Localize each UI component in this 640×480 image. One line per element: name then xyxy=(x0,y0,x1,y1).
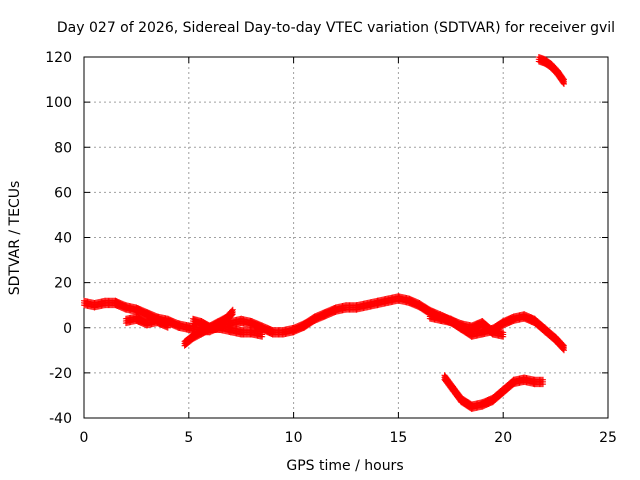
y-tick-label: 100 xyxy=(45,95,72,111)
x-tick-label: 25 xyxy=(599,430,617,446)
series-track-high xyxy=(535,54,567,88)
x-tick-label: 5 xyxy=(184,430,193,446)
x-tick-label: 15 xyxy=(389,430,407,446)
data-point xyxy=(229,311,236,318)
data-point xyxy=(560,81,567,88)
y-tick-label: 20 xyxy=(54,276,72,292)
chart-title: Day 027 of 2026, Sidereal Day-to-day VTE… xyxy=(57,20,615,36)
data-point xyxy=(229,312,236,319)
data-point xyxy=(500,333,507,340)
x-tick-label: 0 xyxy=(80,430,89,446)
data-point xyxy=(560,80,567,87)
grid xyxy=(84,57,608,418)
data-point xyxy=(540,381,547,388)
y-tick-label: 40 xyxy=(54,231,72,247)
data-point xyxy=(560,347,567,354)
y-tick-label: 80 xyxy=(54,140,72,156)
x-tick-label: 10 xyxy=(285,430,303,446)
series-track-main-mid xyxy=(175,293,423,338)
series-track-late-b xyxy=(426,311,507,340)
data-point xyxy=(164,324,171,331)
y-tick-label: 0 xyxy=(63,321,72,337)
data-point xyxy=(259,333,266,340)
data-point xyxy=(560,346,567,353)
y-tick-label: -40 xyxy=(49,411,72,427)
y-tick-label: 60 xyxy=(54,185,72,201)
y-tick-label: 120 xyxy=(45,50,72,66)
data-marks xyxy=(81,54,567,412)
series-track-main-lower xyxy=(189,315,266,340)
x-axis-label: GPS time / hours xyxy=(286,458,403,474)
x-tick-label: 20 xyxy=(494,430,512,446)
axis-ticks: 0 5 10 15 20 25 -40 -20 0 20 40 60 80 100 120 xyxy=(45,50,617,446)
series-track-lower-arc xyxy=(441,372,547,412)
y-tick-label: -20 xyxy=(49,366,72,382)
y-axis-label: SDTVAR / TECUs xyxy=(7,181,23,296)
series-track-main-dip xyxy=(122,313,171,331)
